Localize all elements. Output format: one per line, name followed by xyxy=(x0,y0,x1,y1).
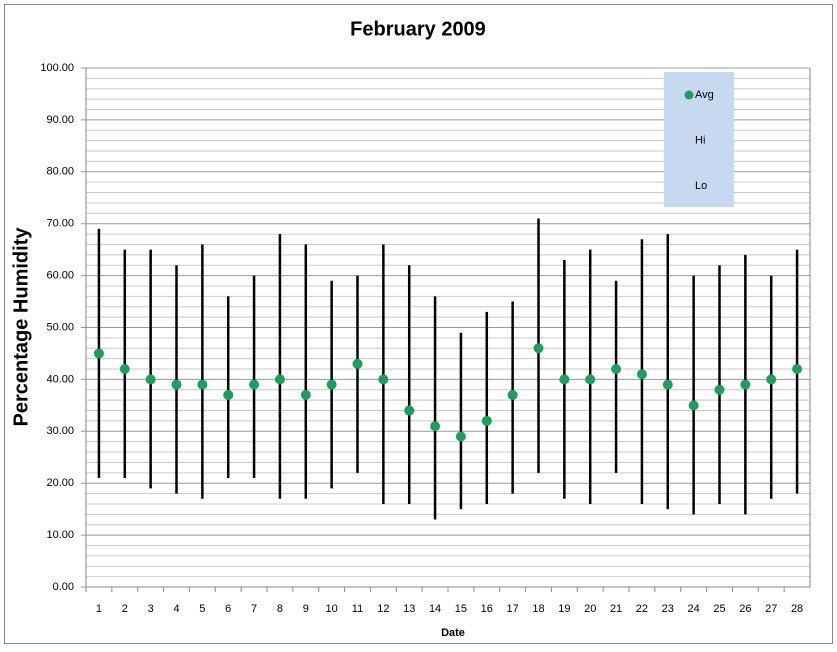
y-tick-label: 30.00 xyxy=(46,425,74,437)
x-tick-label: 24 xyxy=(688,603,700,615)
avg-marker xyxy=(533,343,544,354)
x-tick-label: 5 xyxy=(199,603,205,615)
x-tick-label: 27 xyxy=(765,603,777,615)
avg-marker xyxy=(352,358,363,369)
x-tick-label: 28 xyxy=(791,603,803,615)
avg-marker xyxy=(404,405,415,416)
avg-marker xyxy=(766,374,777,385)
x-tick-label: 13 xyxy=(403,603,415,615)
y-tick-label: 70.00 xyxy=(46,218,74,230)
x-tick-label: 1 xyxy=(96,603,102,615)
avg-marker xyxy=(507,389,518,400)
avg-marker xyxy=(326,379,337,390)
legend-label: Hi xyxy=(695,134,705,146)
legend-label: Avg xyxy=(695,89,714,101)
y-tick-label: 50.00 xyxy=(46,321,74,333)
x-tick-label: 6 xyxy=(225,603,231,615)
x-tick-label: 19 xyxy=(558,603,570,615)
avg-marker xyxy=(300,389,311,400)
x-tick-label: 8 xyxy=(277,603,283,615)
avg-marker xyxy=(662,379,673,390)
legend-label: Lo xyxy=(695,180,707,192)
avg-marker xyxy=(145,374,156,385)
x-tick-label: 3 xyxy=(148,603,154,615)
avg-marker xyxy=(636,369,647,380)
x-tick-label: 21 xyxy=(610,603,622,615)
avg-marker xyxy=(740,379,751,390)
avg-marker xyxy=(171,379,182,390)
y-tick-label: 60.00 xyxy=(46,270,74,282)
y-tick-label: 90.00 xyxy=(46,114,74,126)
x-tick-label: 18 xyxy=(532,603,544,615)
avg-marker xyxy=(430,421,441,432)
x-tick-label: 7 xyxy=(251,603,257,615)
avg-marker xyxy=(481,415,492,426)
avg-marker xyxy=(688,400,699,411)
y-axis-label: Percentage Humidity xyxy=(10,227,32,427)
avg-marker xyxy=(274,374,285,385)
avg-marker xyxy=(559,374,570,385)
x-tick-label: 9 xyxy=(303,603,309,615)
x-tick-label: 26 xyxy=(739,603,751,615)
avg-marker xyxy=(714,384,725,395)
x-tick-label: 16 xyxy=(481,603,493,615)
y-tick-label: 100.00 xyxy=(40,62,74,74)
avg-marker xyxy=(585,374,596,385)
x-tick-label: 14 xyxy=(429,603,441,615)
avg-marker xyxy=(223,389,234,400)
x-axis-label: Date xyxy=(441,627,465,639)
x-tick-label: 25 xyxy=(713,603,725,615)
y-tick-label: 80.00 xyxy=(46,166,74,178)
x-tick-label: 4 xyxy=(173,603,179,615)
y-tick-label: 0.00 xyxy=(53,581,74,593)
avg-marker xyxy=(611,364,622,375)
x-tick-label: 10 xyxy=(326,603,338,615)
y-tick-label: 10.00 xyxy=(46,529,74,541)
x-tick-label: 17 xyxy=(507,603,519,615)
x-tick-label: 11 xyxy=(352,603,363,615)
avg-marker xyxy=(197,379,208,390)
x-tick-label: 20 xyxy=(584,603,596,615)
avg-marker xyxy=(249,379,260,390)
avg-marker xyxy=(792,364,803,375)
x-tick-label: 23 xyxy=(662,603,674,615)
avg-marker xyxy=(93,348,104,359)
legend-marker xyxy=(684,90,694,100)
legend-box xyxy=(664,72,734,207)
avg-marker xyxy=(119,364,130,375)
y-tick-label: 40.00 xyxy=(46,373,74,385)
avg-marker xyxy=(455,431,466,442)
x-tick-label: 2 xyxy=(122,603,128,615)
chart-title: February 2009 xyxy=(350,18,486,40)
x-tick-label: 22 xyxy=(636,603,648,615)
x-tick-label: 12 xyxy=(377,603,389,615)
y-tick-label: 20.00 xyxy=(46,477,74,489)
x-tick-label: 15 xyxy=(455,603,467,615)
avg-marker xyxy=(378,374,389,385)
